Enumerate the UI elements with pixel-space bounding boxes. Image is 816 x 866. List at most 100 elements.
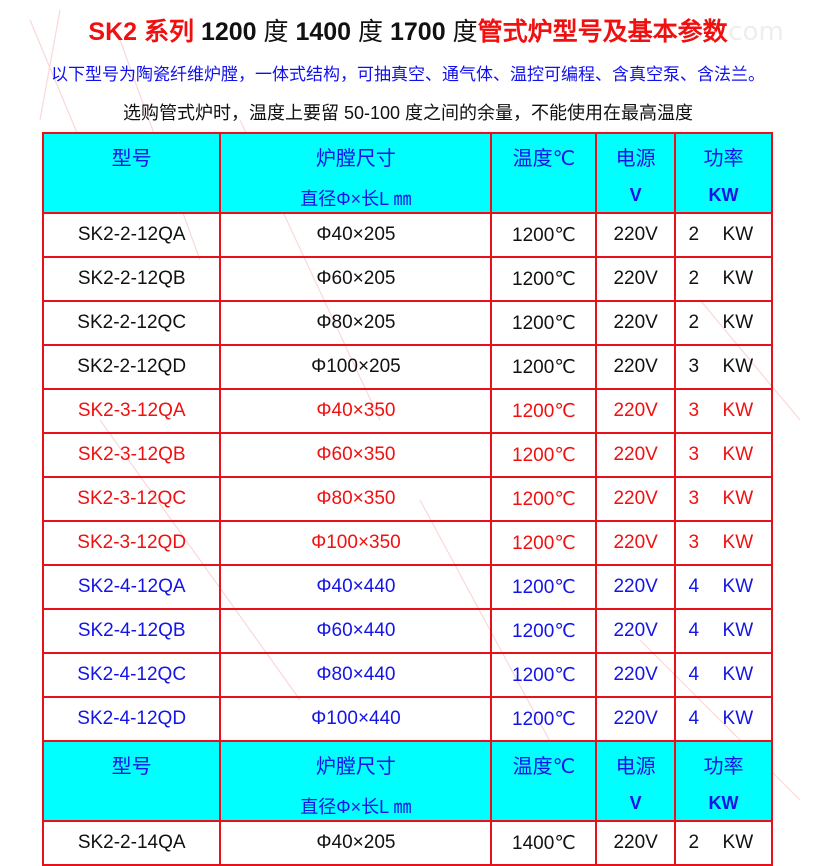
header-chamber-unit: 直径Φ×长L ㎜ (300, 797, 412, 817)
header-power-label: 功率 (703, 756, 744, 778)
cell-temp: 1200℃ (490, 212, 598, 258)
table-row: SK2-4-12QC Φ80×440 1200℃ 220V 4 KW (41, 652, 773, 698)
cell-size: Φ100×205 (219, 344, 493, 390)
header-power: 功率 KW (674, 740, 773, 822)
cell-temp: 1400℃ (490, 820, 598, 866)
cell-size: Φ60×350 (219, 432, 493, 478)
header-power-supply-unit: V (629, 793, 642, 813)
title-temp-3: 1700 (390, 18, 446, 46)
cell-size: Φ60×440 (219, 608, 493, 654)
cell-model: SK2-4-12QD (41, 696, 222, 742)
cell-power: 2 KW (674, 256, 773, 302)
power-value: 3 (688, 356, 700, 377)
cell-volt: 220V (595, 820, 677, 866)
cell-size: Φ60×205 (219, 256, 493, 302)
header-temp-label: 温度℃ (512, 148, 576, 170)
header-power-label: 功率 (703, 148, 744, 170)
cell-volt: 220V (595, 432, 677, 478)
power-value: 2 (688, 312, 700, 333)
power-unit: KW (722, 532, 754, 553)
header-model-label: 型号 (111, 756, 152, 778)
power-unit: KW (722, 620, 754, 641)
table-row: SK2-3-12QA Φ40×350 1200℃ 220V 3 KW (41, 388, 773, 434)
cell-power: 3 KW (674, 344, 773, 390)
header-model-label: 型号 (111, 148, 152, 170)
purchase-note: 选购管式炉时，温度上要留 50-100 度之间的余量，不能使用在最高温度 (122, 103, 694, 123)
title-rest: 管式炉型号及基本参数 (477, 18, 728, 46)
power-unit: KW (722, 268, 754, 289)
cell-model: SK2-2-12QA (41, 212, 222, 258)
cell-model: SK2-2-14QA (41, 820, 222, 866)
cell-size: Φ80×205 (219, 300, 493, 346)
cell-size: Φ100×440 (219, 696, 493, 742)
cell-temp: 1200℃ (490, 300, 598, 346)
power-unit: KW (722, 444, 754, 465)
cell-model: SK2-4-12QA (41, 564, 222, 610)
power-unit: KW (722, 664, 754, 685)
power-value: 2 (688, 268, 700, 289)
cell-size: Φ40×350 (219, 388, 493, 434)
header-chamber: 炉膛尺寸直径Φ×长L ㎜ (219, 740, 493, 822)
cell-volt: 220V (595, 388, 677, 434)
cell-temp: 1200℃ (490, 388, 598, 434)
cell-model: SK2-4-12QC (41, 652, 222, 698)
title-deg-1: 度 (256, 18, 296, 46)
cell-model: SK2-4-12QB (41, 608, 222, 654)
cell-power: 4 KW (674, 696, 773, 742)
cell-model: SK2-2-12QB (41, 256, 222, 302)
header-power-supply-label: 电源 (615, 148, 656, 170)
header-chamber-label: 炉膛尺寸 (315, 756, 396, 778)
header-chamber-label: 炉膛尺寸 (315, 148, 396, 170)
cell-temp: 1200℃ (490, 432, 598, 478)
cell-model: SK2-2-12QD (41, 344, 222, 390)
cell-power: 3 KW (674, 476, 773, 522)
power-value: 4 (688, 620, 700, 641)
cell-volt: 220V (595, 608, 677, 654)
power-value: 2 (688, 224, 700, 245)
table-row: SK2-4-12QA Φ40×440 1200℃ 220V 4 KW (41, 564, 773, 610)
table-row: SK2-4-12QB Φ60×440 1200℃ 220V 4 KW (41, 608, 773, 654)
cell-size: Φ40×440 (219, 564, 493, 610)
cell-temp: 1200℃ (490, 696, 598, 742)
header-temp: 温度℃ (490, 132, 598, 214)
cell-power: 3 KW (674, 520, 773, 566)
power-value: 2 (688, 832, 700, 853)
power-unit: KW (722, 356, 754, 377)
cell-model: SK2-2-12QC (41, 300, 222, 346)
power-unit: KW (722, 576, 754, 597)
cell-size: Φ80×440 (219, 652, 493, 698)
title-temp-1: 1200 (200, 18, 257, 46)
cell-volt: 220V (595, 256, 677, 302)
table-row: SK2-3-12QC Φ80×350 1200℃ 220V 3 KW (41, 476, 773, 522)
header-power: 功率 KW (674, 132, 773, 214)
header-model: 型号 (41, 740, 222, 822)
power-value: 3 (688, 444, 700, 465)
header-chamber-unit: 直径Φ×长L ㎜ (300, 189, 412, 209)
cell-size: Φ40×205 (219, 820, 493, 866)
title-temp-2: 1400 (295, 18, 352, 46)
cell-temp: 1200℃ (490, 344, 598, 390)
cell-volt: 220V (595, 520, 677, 566)
table-row: SK2-2-12QB Φ60×205 1200℃ 220V 2 KW (41, 256, 773, 302)
power-unit: KW (722, 224, 754, 245)
power-unit: KW (722, 400, 754, 421)
table-row: SK2-2-12QC Φ80×205 1200℃ 220V 2 KW (41, 300, 773, 346)
cell-volt: 220V (595, 696, 677, 742)
power-value: 3 (688, 532, 700, 553)
cell-power: 4 KW (674, 564, 773, 610)
table-row: SK2-2-12QD Φ100×205 1200℃ 220V 3 KW (41, 344, 773, 390)
cell-size: Φ80×350 (219, 476, 493, 522)
power-unit: KW (722, 708, 754, 729)
table-row: SK2-4-12QD Φ100×440 1200℃ 220V 4 KW (41, 696, 773, 742)
power-value: 4 (688, 708, 700, 729)
cell-temp: 1200℃ (490, 256, 598, 302)
table-row: SK2-3-12QD Φ100×350 1200℃ 220V 3 KW (41, 520, 773, 566)
power-unit: KW (722, 832, 754, 853)
power-unit: KW (722, 488, 754, 509)
header-model: 型号 (41, 132, 222, 214)
table-row: SK2-2-14QA Φ40×205 1400℃ 220V 2 KW (41, 820, 773, 866)
title-deg-2: 度 (351, 18, 390, 46)
cell-power: 2 KW (674, 300, 773, 346)
cell-power: 3 KW (674, 432, 773, 478)
cell-volt: 220V (595, 212, 677, 258)
